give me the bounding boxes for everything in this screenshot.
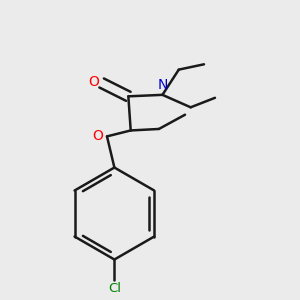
Text: N: N bbox=[157, 79, 168, 92]
Text: O: O bbox=[88, 75, 99, 89]
Text: Cl: Cl bbox=[108, 282, 121, 295]
Text: O: O bbox=[92, 129, 104, 143]
